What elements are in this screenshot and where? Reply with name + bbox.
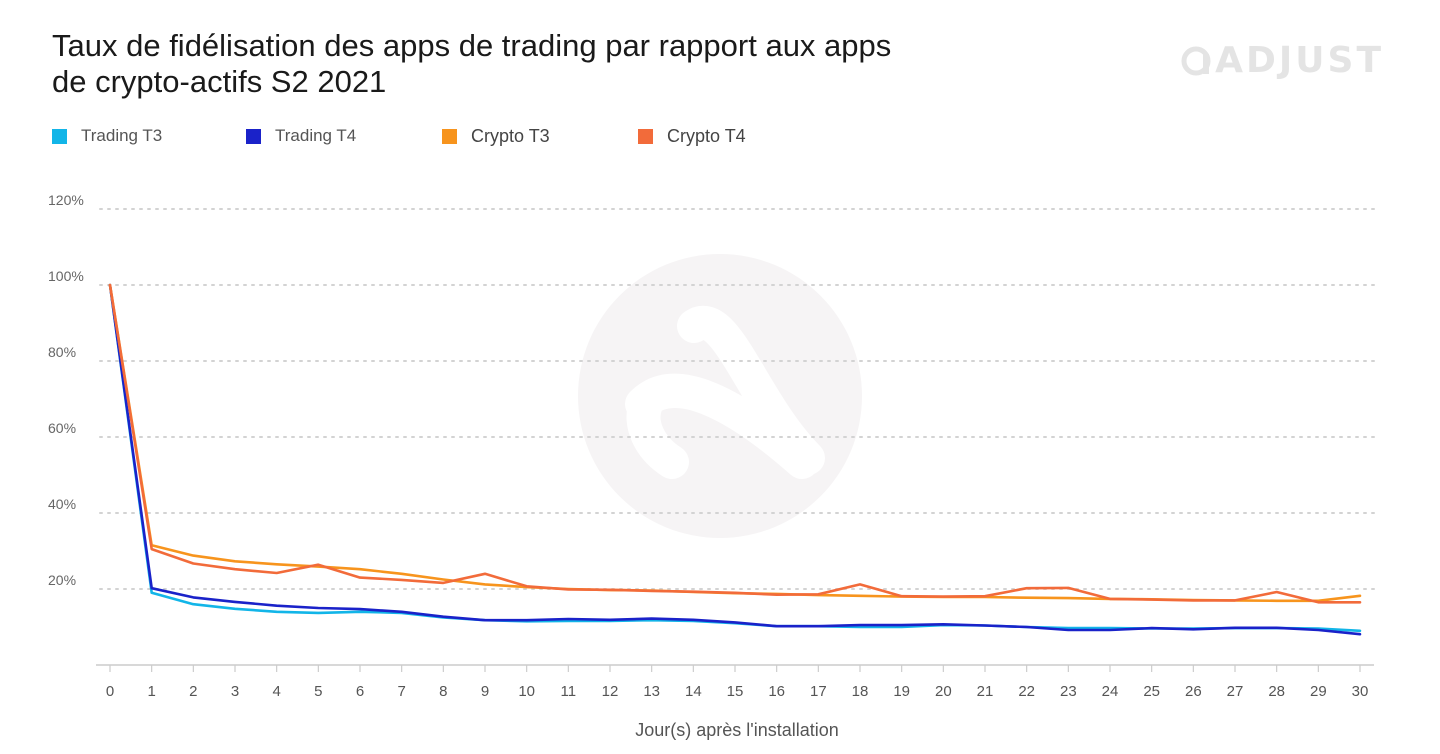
x-tick-label-28: 28 (1268, 683, 1285, 700)
x-tick-label-8: 8 (439, 683, 447, 700)
brand-logo: ADJUST (1181, 40, 1384, 81)
legend-item-trading-t4: Trading T4 (246, 126, 356, 146)
legend-label-trading-t3: Trading T3 (81, 126, 163, 145)
y-tick-label-80: 80% (48, 344, 76, 360)
legend-label-crypto-t4: Crypto T4 (667, 126, 746, 146)
x-tick-label-21: 21 (977, 683, 994, 700)
legend-swatch-crypto-t4 (638, 129, 653, 144)
series-line-crypto-t3 (108, 283, 1362, 603)
series-line-crypto-t4 (108, 283, 1362, 604)
chart-legend: Trading T3 Trading T4 Crypto T3 Crypto T… (52, 126, 852, 150)
chart-title-line-2: de crypto-actifs S2 2021 (52, 64, 387, 99)
x-tick-label-7: 7 (397, 683, 405, 700)
x-tick-label-22: 22 (1018, 683, 1035, 700)
legend-swatch-trading-t3 (52, 128, 67, 144)
x-tick-label-25: 25 (1143, 683, 1160, 700)
y-tick-label-100: 100% (48, 268, 84, 284)
legend-item-crypto-t4: Crypto T4 (638, 126, 746, 147)
legend-item-crypto-t3: Crypto T3 (442, 126, 550, 147)
chart-title-line-1: Taux de fidélisation des apps de trading… (52, 28, 892, 63)
x-tick-label-3: 3 (231, 683, 239, 700)
x-tick-label-26: 26 (1185, 683, 1202, 700)
x-tick-label-9: 9 (481, 683, 489, 700)
adjust-logo-icon (1181, 46, 1211, 75)
x-tick-label-27: 27 (1227, 683, 1244, 700)
x-tick-label-20: 20 (935, 683, 952, 700)
x-tick-label-29: 29 (1310, 683, 1327, 700)
x-tick-label-12: 12 (602, 683, 619, 700)
x-tick-label-15: 15 (727, 683, 744, 700)
x-tick-label-5: 5 (314, 683, 322, 700)
x-tick-label-24: 24 (1102, 683, 1119, 700)
y-tick-label-60: 60% (48, 420, 76, 436)
x-tick-label-19: 19 (893, 683, 910, 700)
x-tick-label-6: 6 (356, 683, 364, 700)
brand-name: ADJUST (1215, 40, 1384, 81)
x-tick-label-11: 11 (561, 683, 577, 700)
x-tick-label-23: 23 (1060, 683, 1077, 700)
x-tick-label-16: 16 (768, 683, 785, 700)
x-tick-label-0: 0 (106, 683, 114, 700)
y-tick-label-120: 120% (48, 192, 84, 208)
chart-title: Taux de fidélisation des apps de trading… (52, 28, 1052, 100)
series-line-trading-t3 (108, 283, 1362, 633)
legend-label-crypto-t3: Crypto T3 (471, 126, 550, 146)
x-tick-label-17: 17 (810, 683, 827, 700)
adjust-watermark-icon (578, 254, 862, 538)
x-tick-label-10: 10 (518, 683, 535, 700)
y-tick-label-40: 40% (48, 496, 76, 512)
x-tick-label-2: 2 (189, 683, 197, 700)
x-axis-title: Jour(s) après l'installation (635, 720, 839, 740)
legend-label-trading-t4: Trading T4 (275, 126, 357, 145)
x-tick-label-1: 1 (147, 683, 155, 700)
x-tick-label-13: 13 (643, 683, 660, 700)
legend-swatch-crypto-t3 (442, 129, 457, 144)
x-tick-label-30: 30 (1352, 683, 1369, 700)
series-line-trading-t4 (108, 283, 1362, 636)
x-tick-label-4: 4 (272, 683, 280, 700)
x-tick-label-18: 18 (852, 683, 869, 700)
y-tick-label-20: 20% (48, 572, 76, 588)
legend-item-trading-t3: Trading T3 (52, 126, 162, 146)
x-tick-label-14: 14 (685, 683, 702, 700)
legend-swatch-trading-t4 (246, 128, 261, 144)
